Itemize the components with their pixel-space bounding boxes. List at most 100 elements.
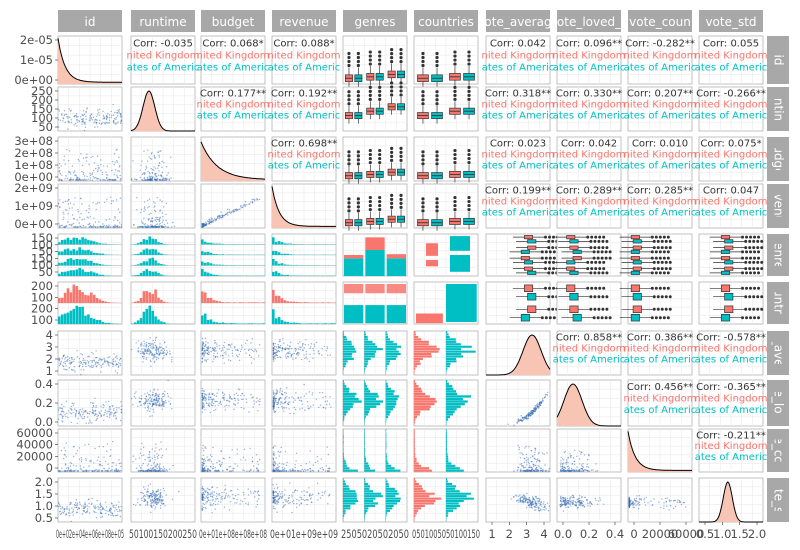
- scatter-point: [295, 353, 298, 355]
- scatter-point: [295, 357, 297, 359]
- scatter-point: [150, 399, 153, 401]
- box-outlier: [467, 85, 471, 89]
- scatter-point: [76, 219, 78, 221]
- scatter-point: [149, 396, 152, 398]
- hbox: [724, 292, 734, 301]
- scatter-point: [91, 119, 94, 121]
- scatter-point: [165, 179, 168, 181]
- scatter-point: [563, 462, 565, 464]
- scatter-point: [62, 365, 65, 368]
- scatter-point: [274, 392, 276, 395]
- hhist-bar: [343, 353, 353, 356]
- hhist-bar: [385, 452, 387, 455]
- scatter-point: [529, 465, 531, 467]
- scatter-point: [106, 199, 108, 201]
- scatter-point: [112, 415, 115, 417]
- scatter-point: [535, 407, 538, 410]
- scatter-point: [229, 465, 232, 468]
- hbox-outlier: [544, 260, 548, 264]
- scatter-point: [87, 416, 89, 418]
- scatter-point: [161, 405, 163, 407]
- box-outlier: [390, 154, 394, 158]
- scatter-point: [308, 461, 311, 463]
- hbox-outlier: [744, 246, 748, 250]
- scatter-point: [108, 218, 111, 220]
- scatter-point: [297, 397, 299, 399]
- scatter-point: [208, 350, 210, 352]
- hhist-bar: [446, 343, 461, 346]
- hhist-bar: [414, 335, 419, 338]
- scatter-point: [103, 414, 105, 416]
- hhist-bar: [364, 467, 370, 470]
- scatter-point: [295, 470, 297, 472]
- scatter-point: [102, 110, 104, 113]
- corr-group-uk: nited Kingdom: [624, 197, 697, 208]
- scatter-point: [114, 470, 116, 472]
- corr-value: Corr: 0.456**: [627, 382, 693, 393]
- scatter-point: [304, 409, 306, 411]
- scatter-point: [103, 456, 105, 458]
- box-outlier: [347, 209, 351, 213]
- scatter-point: [201, 465, 203, 467]
- cat-bar: [365, 237, 385, 250]
- scatter-point: [528, 470, 531, 472]
- scatter-point: [534, 449, 536, 451]
- hhist-bar: [343, 365, 346, 368]
- hist-bar: [139, 298, 143, 303]
- scatter-point: [74, 470, 76, 472]
- density-line: [130, 90, 195, 132]
- scatter-point: [96, 365, 98, 367]
- scatter-point: [162, 468, 164, 471]
- hbox-outlier: [756, 239, 760, 243]
- scatter-point: [115, 169, 117, 171]
- hbox: [630, 249, 640, 254]
- hist-bar: [283, 243, 287, 245]
- hist-bar: [277, 273, 281, 276]
- scatter-point: [93, 406, 95, 408]
- scatter-point: [144, 397, 146, 400]
- scatter-point: [68, 179, 71, 181]
- scatter-point: [212, 360, 214, 363]
- scatter-point: [216, 345, 218, 347]
- scatter-point: [204, 337, 207, 339]
- scatter-point: [286, 387, 288, 389]
- scatter-point: [220, 215, 222, 217]
- hbox-outlier: [753, 271, 757, 275]
- scatter-point: [274, 355, 277, 357]
- scatter-point: [59, 407, 62, 409]
- scatter-point: [70, 468, 72, 471]
- hhist-bar: [446, 350, 476, 353]
- scatter-point: [147, 398, 149, 401]
- scatter-point: [153, 206, 155, 208]
- scatter-point: [155, 351, 158, 353]
- hhist-bar: [343, 410, 348, 413]
- scatter-point: [106, 415, 109, 418]
- scatter-point: [102, 165, 105, 167]
- hbox-outlier: [745, 256, 749, 260]
- panel-2-2: [200, 136, 266, 182]
- scatter-point: [86, 107, 88, 109]
- scatter-point: [297, 342, 299, 345]
- hist-bar: [92, 263, 96, 266]
- scatter-point: [66, 412, 68, 414]
- scatter-point: [571, 462, 574, 465]
- scatter-point: [102, 226, 104, 228]
- scatter-point: [84, 178, 86, 180]
- scatter-point: [76, 356, 79, 358]
- box-outlier: [347, 94, 351, 98]
- box-outlier: [368, 199, 372, 204]
- scatter-point: [201, 349, 204, 352]
- scatter-point: [525, 445, 527, 448]
- scatter-point: [155, 216, 157, 219]
- hist-bar: [221, 264, 224, 266]
- scatter-point: [100, 405, 102, 407]
- scatter-point: [280, 393, 283, 395]
- box-outlier: [453, 54, 457, 58]
- scatter-point: [82, 121, 84, 123]
- scatter-point: [87, 364, 90, 367]
- hist-bar: [280, 263, 284, 266]
- scatter-point: [119, 197, 122, 199]
- scatter-point: [61, 174, 63, 176]
